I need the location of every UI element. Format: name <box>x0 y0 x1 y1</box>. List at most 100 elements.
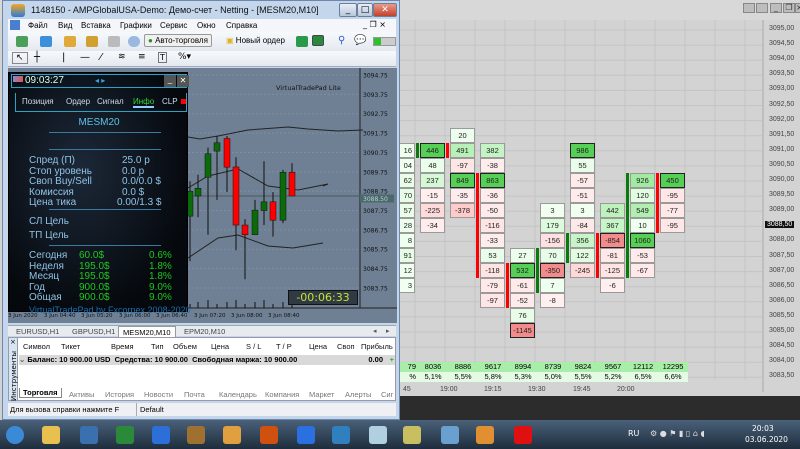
shapes-icon[interactable]: %▾ <box>178 52 192 62</box>
col-tp[interactable]: T / P <box>276 342 292 351</box>
auto-trading-button[interactable]: ● Авто-торговля <box>144 34 212 47</box>
col-sl[interactable]: S / L <box>246 342 262 351</box>
chat-icon[interactable]: 💬 <box>354 35 367 46</box>
bar-chart-icon[interactable] <box>296 36 308 47</box>
new-order-button[interactable]: ▣ Новый ордер <box>226 36 285 45</box>
terminal-icon[interactable] <box>108 36 120 47</box>
menu-view[interactable]: Вид <box>58 21 73 30</box>
navigator-icon[interactable] <box>86 36 98 47</box>
terminal-tab[interactable]: Новости <box>144 390 174 399</box>
bear-candle[interactable] <box>241 224 249 235</box>
tab-clp[interactable]: CLP <box>162 97 178 106</box>
terminal-tab[interactable]: Календарь <box>219 390 257 399</box>
terminal-tab[interactable]: История <box>105 390 135 399</box>
col-price[interactable]: Цена <box>211 342 230 351</box>
close-button[interactable]: ✕ <box>373 3 397 17</box>
fx-icon[interactable] <box>116 426 134 444</box>
minimize-button[interactable]: _ <box>770 3 782 13</box>
expand-icon[interactable]: ⌄ <box>19 355 28 364</box>
col-volume[interactable]: Объем <box>173 342 197 351</box>
disc-icon[interactable] <box>187 426 205 444</box>
notepad-icon[interactable] <box>369 426 387 444</box>
language-indicator[interactable]: RU <box>628 429 640 438</box>
terminal-tab[interactable]: Активы <box>69 390 95 399</box>
tp-target[interactable]: ТП Цель <box>29 230 69 241</box>
balance-row[interactable]: ⌄ Баланс: 10 900.00 USD Средства: 10 900… <box>19 355 395 365</box>
chart-tab-eurusd[interactable]: EURUSD,H1 <box>16 327 60 336</box>
bear-candle[interactable] <box>232 166 240 226</box>
tab-order[interactable]: Ордер <box>66 97 91 106</box>
text-icon[interactable]: T <box>158 52 167 63</box>
col-ticket[interactable]: Тикет <box>61 342 81 351</box>
terminal-tab[interactable]: Компания <box>265 390 300 399</box>
mdi-controls[interactable]: _ ❐ × <box>363 20 386 29</box>
fibonacci-icon[interactable]: ≡ <box>138 52 146 62</box>
bull-candle[interactable] <box>213 142 221 152</box>
snipping-icon[interactable] <box>332 426 350 444</box>
start-orb-icon[interactable] <box>6 426 24 444</box>
bull-candle[interactable] <box>260 201 268 211</box>
tray-icons[interactable]: ⚙ ● ⚑ ▮ ▯ ⌂ ◖ <box>650 429 705 438</box>
media-icon[interactable] <box>476 426 494 444</box>
sl-target[interactable]: СЛ Цель <box>29 216 69 227</box>
tab-info[interactable]: Инфо <box>133 97 155 108</box>
opera-icon[interactable] <box>514 426 532 444</box>
elliott-icon[interactable]: ≋ <box>118 52 126 62</box>
panel-button[interactable] <box>743 3 755 13</box>
bull-candle[interactable] <box>204 153 212 178</box>
terminal-tab[interactable]: Маркет <box>309 390 335 399</box>
clock-date[interactable]: 03.06.2020 <box>745 435 788 444</box>
clock-time[interactable]: 20:03 <box>752 424 774 433</box>
chart-tab-gbpusd[interactable]: GBPUSD,H1 <box>72 327 116 336</box>
crosshair-icon[interactable]: ┼ <box>34 52 41 63</box>
menu-help[interactable]: Справка <box>226 21 258 30</box>
metatrader-icon[interactable] <box>441 426 459 444</box>
trendline-icon[interactable]: ⁄ <box>100 52 102 63</box>
menu-window[interactable]: Окно <box>197 21 216 30</box>
vtp-close-button[interactable]: ✕ <box>177 75 189 87</box>
minimize-button[interactable]: _ <box>339 3 357 17</box>
bear-candle[interactable] <box>269 201 277 221</box>
info-icon[interactable] <box>260 426 278 444</box>
menu-insert[interactable]: Вставка <box>81 21 111 30</box>
cursor-icon[interactable]: ↖ <box>12 52 28 64</box>
terminal-tab[interactable]: Торговля <box>19 388 62 398</box>
panel-button[interactable] <box>756 3 768 13</box>
col-price-current[interactable]: Цена <box>309 342 328 351</box>
vertical-line-icon[interactable]: | <box>62 52 66 63</box>
explorer-icon[interactable] <box>42 426 60 444</box>
bear-candle[interactable] <box>288 171 296 197</box>
col-swap[interactable]: Своп <box>337 342 355 351</box>
menu-charts[interactable]: Графики <box>120 21 152 30</box>
bull-candle[interactable] <box>194 188 202 197</box>
terminal-close-button[interactable]: × <box>10 338 16 346</box>
chart-tab-mesm20[interactable]: MESM20,M10 <box>118 326 176 337</box>
col-profit[interactable]: Прибыль <box>361 342 393 351</box>
notes-icon[interactable] <box>403 426 421 444</box>
horizontal-line-icon[interactable]: — <box>80 52 90 63</box>
restore-button[interactable]: ❐ <box>783 3 795 13</box>
tab-scroll-right[interactable]: ▸ <box>386 327 390 335</box>
menu-file[interactable]: Файл <box>28 21 48 30</box>
bull-candle[interactable] <box>279 171 287 221</box>
tab-position[interactable]: Позиция <box>22 97 54 106</box>
terminal-tab[interactable]: Сиг <box>381 390 394 399</box>
candlestick-icon[interactable] <box>312 35 324 46</box>
bear-candle[interactable] <box>223 138 231 168</box>
terminal-tab[interactable]: Почта <box>184 390 205 399</box>
new-chart-icon[interactable] <box>16 36 28 47</box>
pen-icon[interactable] <box>297 426 315 444</box>
bull-candle[interactable] <box>251 209 259 235</box>
close-button[interactable]: × <box>795 3 800 13</box>
tab-scroll-left[interactable]: ◂ <box>373 327 377 335</box>
network-icon[interactable] <box>80 426 98 444</box>
add-icon[interactable]: + <box>389 355 394 364</box>
profiles-icon[interactable] <box>40 36 52 47</box>
terminal-tab[interactable]: Алерты <box>345 390 372 399</box>
vtp-minimize-button[interactable]: _ <box>164 75 176 87</box>
maximize-button[interactable]: □ <box>357 3 373 17</box>
lightning-icon[interactable] <box>152 426 170 444</box>
col-time[interactable]: Время <box>111 342 134 351</box>
broom-icon[interactable] <box>223 426 241 444</box>
arrows-icon[interactable]: ◂ ▸ <box>95 76 106 85</box>
